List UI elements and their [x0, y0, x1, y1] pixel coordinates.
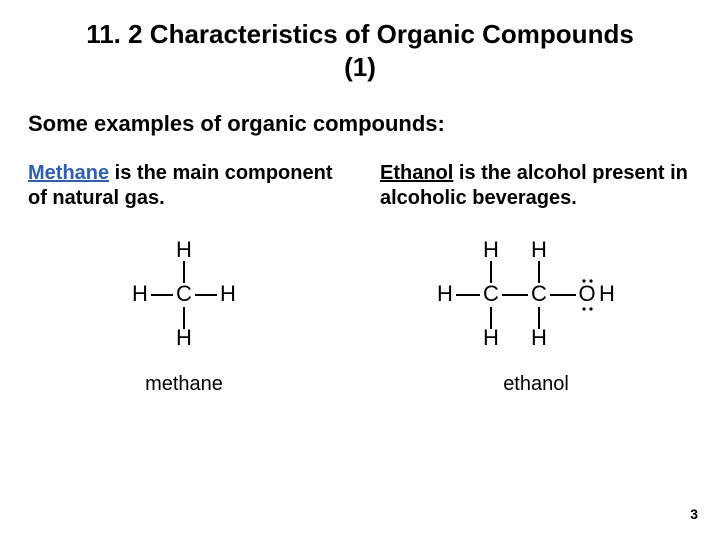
- ethanol-label: ethanol: [380, 373, 692, 396]
- methane-column: Methane is the main component of natural…: [28, 161, 340, 396]
- atom-label: C: [483, 281, 499, 306]
- atom-label: H: [132, 281, 148, 306]
- atom-label: H: [220, 281, 236, 306]
- atom-label: H: [599, 281, 615, 306]
- page-number: 3: [690, 506, 698, 522]
- atom-label: H: [176, 237, 192, 262]
- title-line-1: 11. 2 Characteristics of Organic Compoun…: [86, 19, 634, 49]
- methane-name: Methane: [28, 162, 109, 184]
- ethanol-name: Ethanol: [380, 162, 453, 184]
- atom-label: O: [578, 281, 595, 306]
- lone-pair-dot: [589, 307, 592, 310]
- methane-structure: CHHHH: [28, 235, 340, 355]
- ethanol-column: Ethanol is the alcohol present in alcoho…: [380, 161, 692, 396]
- methane-svg: CHHHH: [109, 235, 259, 355]
- compounds-columns: Methane is the main component of natural…: [28, 161, 692, 396]
- title-line-2: (1): [344, 52, 376, 82]
- methane-description: Methane is the main component of natural…: [28, 161, 340, 211]
- page-title: 11. 2 Characteristics of Organic Compoun…: [28, 18, 692, 83]
- slide-page: 11. 2 Characteristics of Organic Compoun…: [0, 0, 720, 540]
- ethanol-svg: HCCOHHHHH: [421, 235, 651, 355]
- atom-label: H: [483, 325, 499, 350]
- atom-label: H: [437, 281, 453, 306]
- methane-label: methane: [28, 373, 340, 396]
- atom-label: H: [176, 325, 192, 350]
- atom-label: H: [531, 237, 547, 262]
- atom-label: C: [176, 281, 192, 306]
- atom-label: C: [531, 281, 547, 306]
- ethanol-structure: HCCOHHHHH: [380, 235, 692, 355]
- atom-label: H: [483, 237, 499, 262]
- lone-pair-dot: [582, 307, 585, 310]
- atom-label: H: [531, 325, 547, 350]
- subtitle: Some examples of organic compounds:: [28, 111, 692, 137]
- ethanol-description: Ethanol is the alcohol present in alcoho…: [380, 161, 692, 211]
